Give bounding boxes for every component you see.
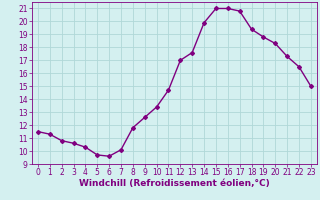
X-axis label: Windchill (Refroidissement éolien,°C): Windchill (Refroidissement éolien,°C): [79, 179, 270, 188]
